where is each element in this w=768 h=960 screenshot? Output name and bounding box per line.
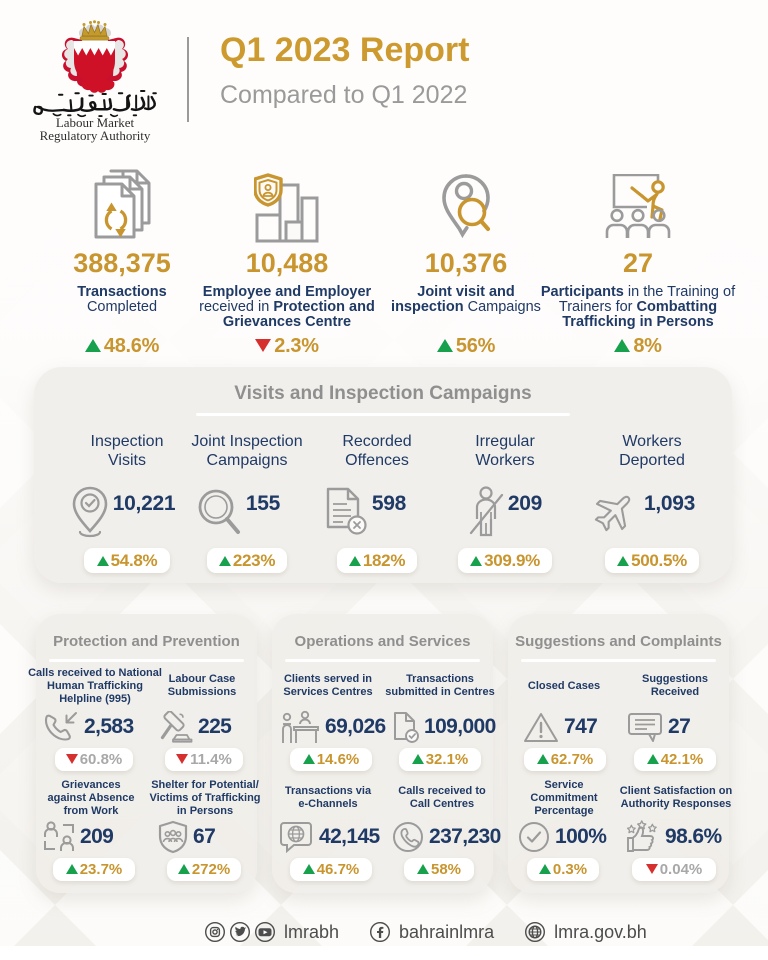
svg-text:Regulatory Authority: Regulatory Authority [40,128,151,143]
svg-text:Labour Market: Labour Market [56,115,135,130]
